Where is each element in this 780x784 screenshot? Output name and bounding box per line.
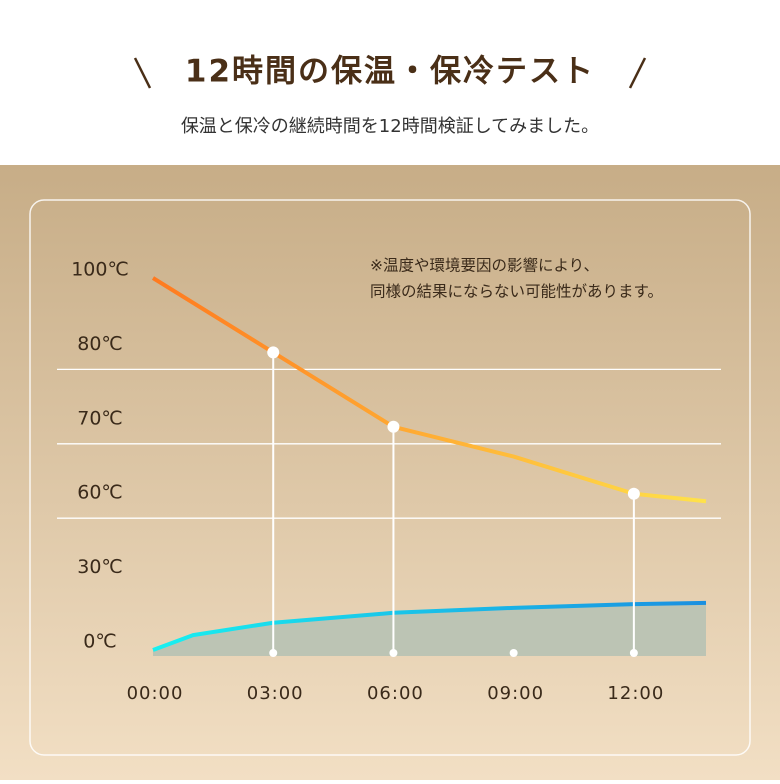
marker [627, 487, 640, 500]
chart-bg [0, 165, 780, 780]
axis-dot [509, 649, 518, 657]
marker [387, 420, 400, 433]
y-tick-label: 70℃ [77, 407, 123, 429]
y-tick-label: 0℃ [83, 631, 116, 653]
header-bg [0, 0, 780, 165]
title-deco [628, 57, 647, 89]
line [151, 276, 707, 504]
chart-subtitle: 保温と保冷の継続時間を12時間検証してみました。 [181, 116, 599, 137]
y-tick-label: 80℃ [77, 333, 123, 355]
y-tick-label: 60℃ [77, 482, 123, 504]
x-tick-label: 09:00 [487, 683, 544, 704]
marker [267, 346, 280, 359]
x-tick-label: 12:00 [607, 683, 664, 704]
x-tick-label: 00:00 [127, 683, 184, 704]
panel [29, 199, 751, 756]
annotation: 同様の結果にならない可能性があります。 [370, 283, 663, 301]
x-tick-label: 03:00 [247, 683, 304, 704]
area [153, 602, 706, 656]
x-tick-label: 06:00 [367, 683, 424, 704]
chart-title: 12時間の保温・保冷テスト [185, 54, 595, 90]
title-deco [133, 57, 152, 89]
y-tick-label: 30℃ [77, 556, 123, 578]
annotation: ※温度や環境要因の影響により、 [370, 256, 599, 275]
y-tick-label: 100℃ [71, 259, 129, 281]
